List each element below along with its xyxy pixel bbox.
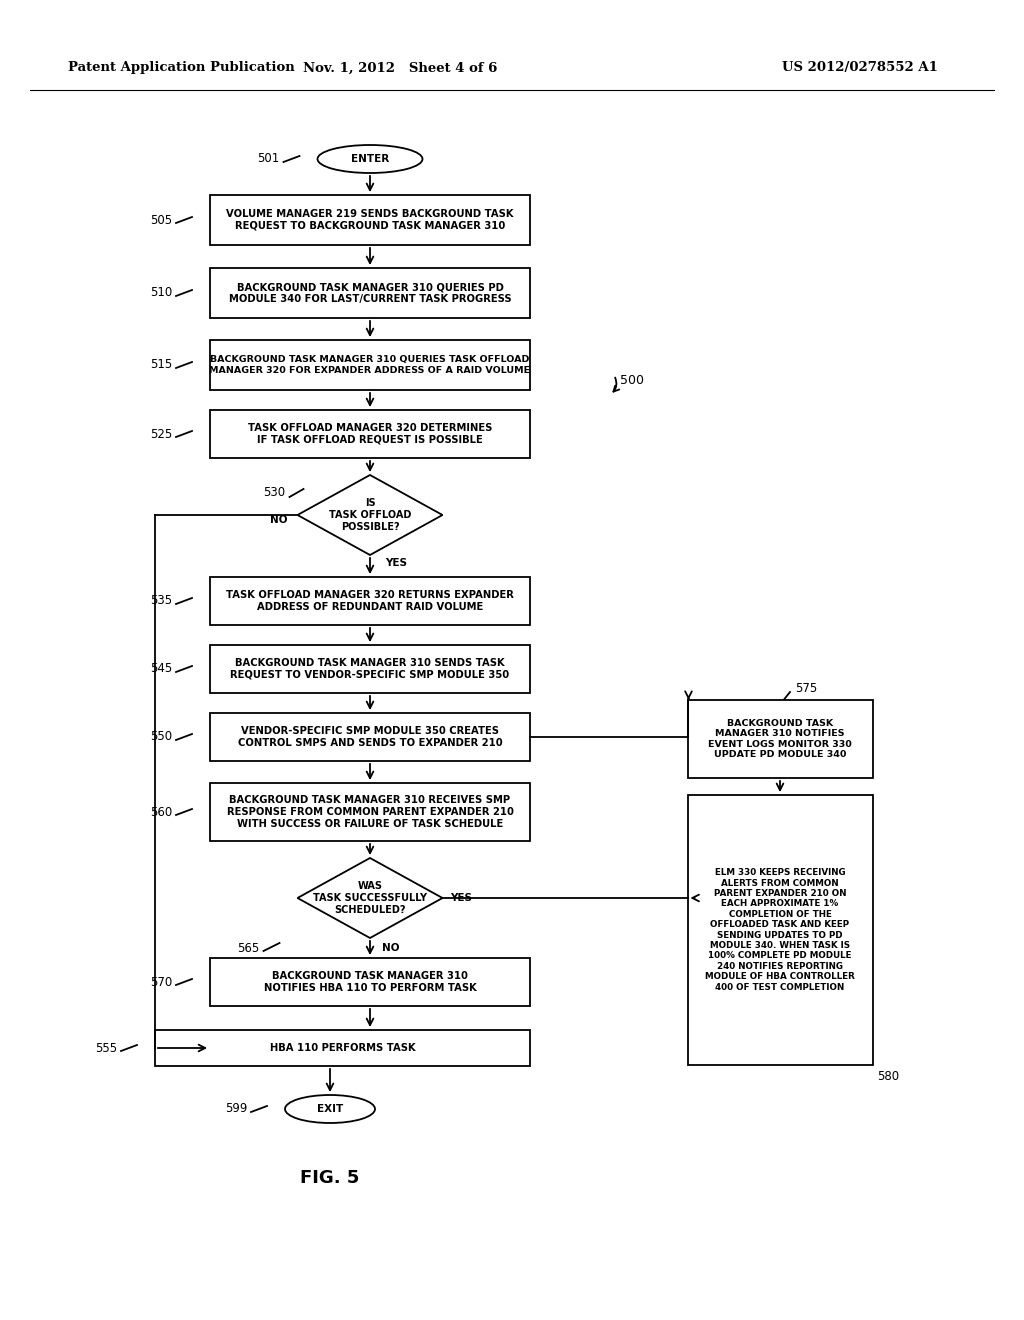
- Text: HBA 110 PERFORMS TASK: HBA 110 PERFORMS TASK: [269, 1043, 416, 1053]
- Ellipse shape: [317, 145, 423, 173]
- Bar: [210, 268, 530, 318]
- Text: BACKGROUND TASK MANAGER 310 QUERIES TASK OFFLOAD
MANAGER 320 FOR EXPANDER ADDRES: BACKGROUND TASK MANAGER 310 QUERIES TASK…: [210, 355, 530, 375]
- Text: Nov. 1, 2012   Sheet 4 of 6: Nov. 1, 2012 Sheet 4 of 6: [303, 62, 498, 74]
- Polygon shape: [298, 475, 442, 554]
- Text: 515: 515: [150, 359, 172, 371]
- Text: FIG. 5: FIG. 5: [300, 1170, 359, 1187]
- Text: 550: 550: [150, 730, 172, 743]
- Text: BACKGROUND TASK MANAGER 310 QUERIES PD
MODULE 340 FOR LAST/CURRENT TASK PROGRESS: BACKGROUND TASK MANAGER 310 QUERIES PD M…: [228, 282, 511, 304]
- Text: WAS
TASK SUCCESSFULLY
SCHEDULED?: WAS TASK SUCCESSFULLY SCHEDULED?: [313, 882, 427, 915]
- Text: 525: 525: [150, 428, 172, 441]
- Bar: [210, 195, 530, 246]
- Text: NO: NO: [270, 515, 288, 525]
- Bar: [210, 713, 530, 762]
- Text: TASK OFFLOAD MANAGER 320 RETURNS EXPANDER
ADDRESS OF REDUNDANT RAID VOLUME: TASK OFFLOAD MANAGER 320 RETURNS EXPANDE…: [226, 590, 514, 611]
- Text: 545: 545: [150, 663, 172, 676]
- Bar: [210, 645, 530, 693]
- Text: EXIT: EXIT: [316, 1104, 343, 1114]
- Text: 565: 565: [238, 941, 259, 954]
- Bar: [687, 795, 872, 1065]
- Polygon shape: [298, 858, 442, 939]
- Text: ENTER: ENTER: [351, 154, 389, 164]
- Text: ELM 330 KEEPS RECEIVING
ALERTS FROM COMMON
PARENT EXPANDER 210 ON
EACH APPROXIMA: ELM 330 KEEPS RECEIVING ALERTS FROM COMM…: [706, 869, 855, 991]
- Text: YES: YES: [451, 894, 472, 903]
- Bar: [210, 341, 530, 389]
- Text: BACKGROUND TASK MANAGER 310 RECEIVES SMP
RESPONSE FROM COMMON PARENT EXPANDER 21: BACKGROUND TASK MANAGER 310 RECEIVES SMP…: [226, 796, 513, 829]
- Text: 599: 599: [224, 1102, 247, 1115]
- Text: 575: 575: [795, 681, 817, 694]
- Text: NO: NO: [382, 942, 399, 953]
- Bar: [155, 1030, 530, 1067]
- Text: 500: 500: [620, 374, 644, 387]
- Bar: [210, 411, 530, 458]
- Bar: [687, 700, 872, 777]
- Text: 505: 505: [150, 214, 172, 227]
- Text: 580: 580: [878, 1071, 900, 1082]
- Text: BACKGROUND TASK MANAGER 310 SENDS TASK
REQUEST TO VENDOR-SPECIFIC SMP MODULE 350: BACKGROUND TASK MANAGER 310 SENDS TASK R…: [230, 659, 510, 680]
- Bar: [210, 958, 530, 1006]
- Text: 530: 530: [263, 487, 286, 499]
- Text: VOLUME MANAGER 219 SENDS BACKGROUND TASK
REQUEST TO BACKGROUND TASK MANAGER 310: VOLUME MANAGER 219 SENDS BACKGROUND TASK…: [226, 209, 514, 231]
- Text: IS
TASK OFFLOAD
POSSIBLE?: IS TASK OFFLOAD POSSIBLE?: [329, 499, 412, 532]
- Text: 570: 570: [150, 975, 172, 989]
- Text: BACKGROUND TASK
MANAGER 310 NOTIFIES
EVENT LOGS MONITOR 330
UPDATE PD MODULE 340: BACKGROUND TASK MANAGER 310 NOTIFIES EVE…: [709, 719, 852, 759]
- Text: 555: 555: [95, 1041, 117, 1055]
- Text: 560: 560: [150, 805, 172, 818]
- Text: 501: 501: [257, 153, 280, 165]
- Text: VENDOR-SPECIFIC SMP MODULE 350 CREATES
CONTROL SMPS AND SENDS TO EXPANDER 210: VENDOR-SPECIFIC SMP MODULE 350 CREATES C…: [238, 726, 503, 748]
- Text: US 2012/0278552 A1: US 2012/0278552 A1: [782, 62, 938, 74]
- Text: Patent Application Publication: Patent Application Publication: [68, 62, 295, 74]
- Text: 535: 535: [150, 594, 172, 607]
- Text: TASK OFFLOAD MANAGER 320 DETERMINES
IF TASK OFFLOAD REQUEST IS POSSIBLE: TASK OFFLOAD MANAGER 320 DETERMINES IF T…: [248, 424, 493, 445]
- Bar: [210, 783, 530, 841]
- Ellipse shape: [285, 1096, 375, 1123]
- Bar: [210, 577, 530, 624]
- Text: YES: YES: [385, 558, 407, 568]
- Text: BACKGROUND TASK MANAGER 310
NOTIFIES HBA 110 TO PERFORM TASK: BACKGROUND TASK MANAGER 310 NOTIFIES HBA…: [263, 972, 476, 993]
- Text: 510: 510: [150, 286, 172, 300]
